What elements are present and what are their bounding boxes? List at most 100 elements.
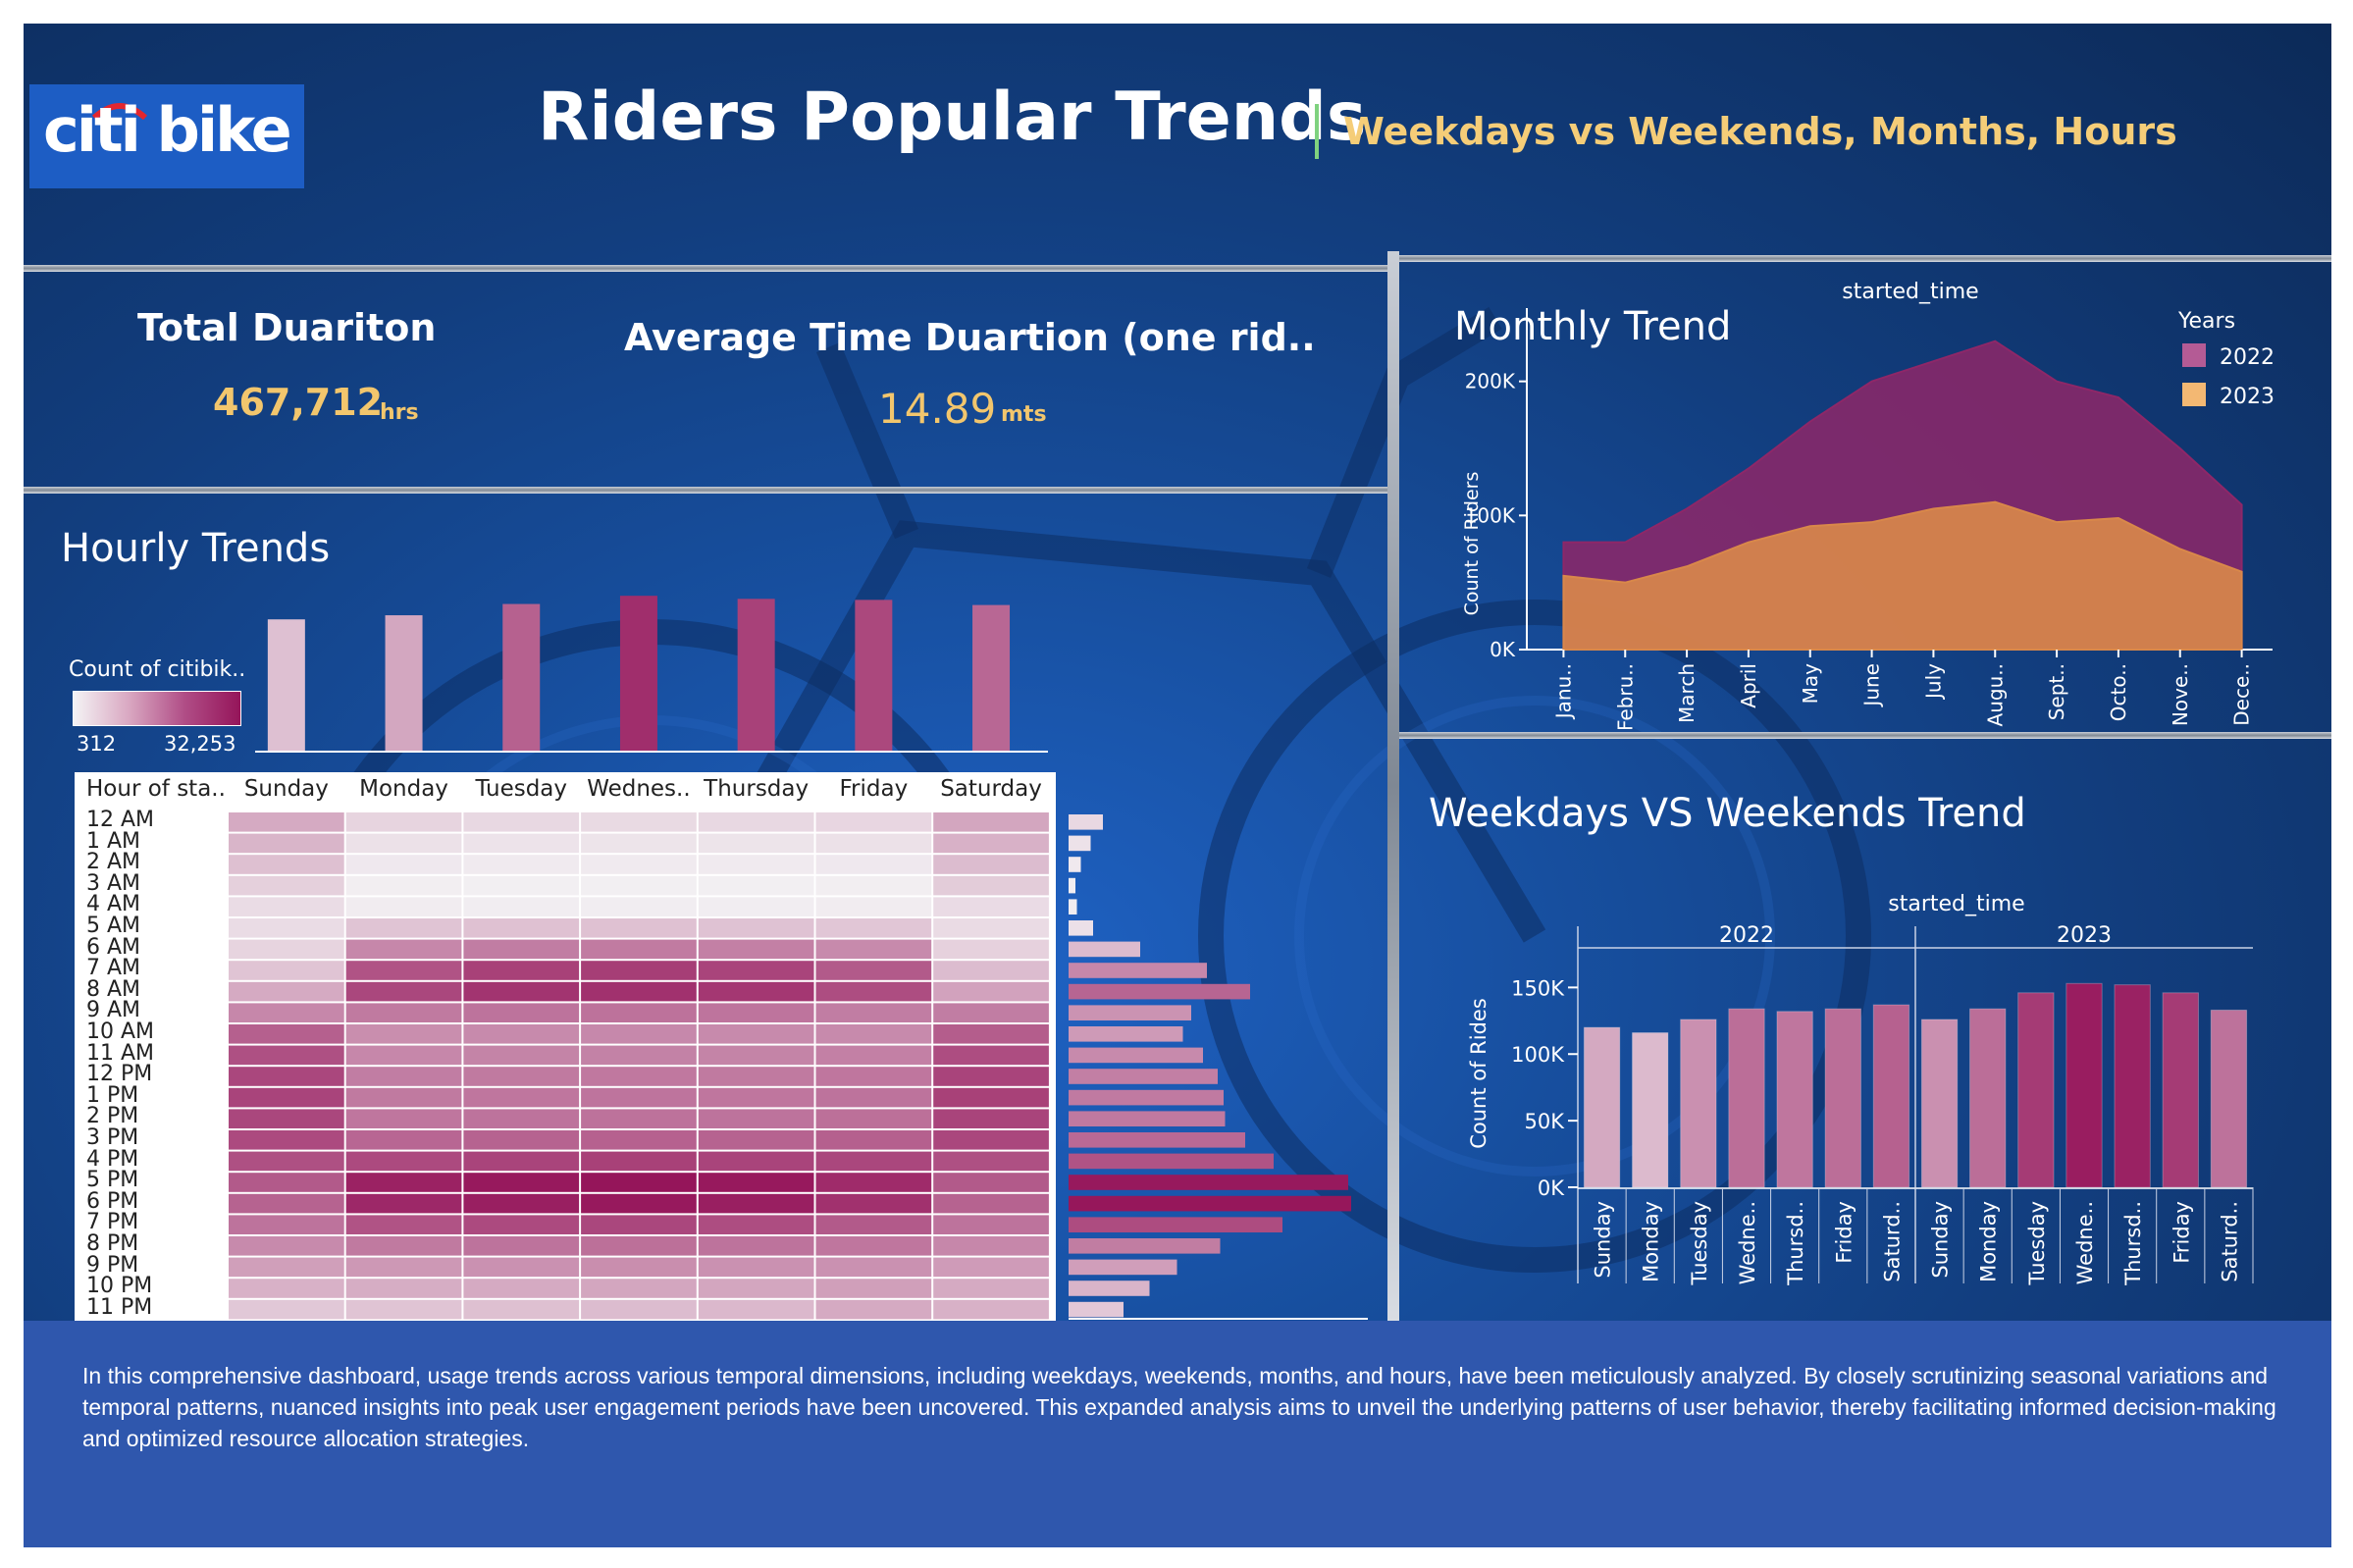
day-total-bar [972, 604, 1011, 751]
heatmap-cells [229, 812, 1049, 1320]
heatmap-cell [463, 833, 580, 854]
weekday-x-tick-label: Friday [1832, 1201, 1856, 1264]
divider-top-right [1399, 255, 2331, 262]
weekday-group-label-2023: 2023 [2057, 923, 2112, 948]
dashboard: citi bike Riders Popular Trends Weekdays… [24, 24, 2331, 1547]
heatmap-hour-label: 11 AM [86, 1040, 155, 1066]
heatmap-cell [229, 1109, 344, 1128]
hourly-trends-title: Hourly Trends [61, 526, 331, 571]
heatmap-cell [463, 1045, 580, 1066]
heatmap-cell [933, 1024, 1049, 1044]
weekday-bar [1824, 1008, 1861, 1188]
heatmap-cell [229, 1087, 344, 1108]
heatmap-cell [815, 939, 932, 960]
heatmap-cell [229, 1193, 344, 1214]
heatmap-cell [581, 812, 697, 832]
heatmap-cell [815, 1173, 932, 1192]
heatmap-cell [345, 1193, 462, 1214]
monthly-legend-label-2023: 2023 [2220, 385, 2275, 409]
day-total-bar [619, 596, 657, 751]
heatmap-cell [933, 1130, 1049, 1150]
hourly-marginal-bars [255, 596, 1368, 1320]
monthly-y-tick-label: 100K [1465, 503, 1516, 527]
heatmap-cell [581, 1024, 697, 1044]
hourly-legend-max: 32,253 [164, 732, 236, 756]
heatmap-cell [345, 981, 462, 1002]
heatmap-cell [698, 1151, 814, 1172]
heatmap-cell [581, 981, 697, 1002]
heatmap-hour-label: 4 AM [86, 892, 141, 917]
heatmap-cell [581, 1299, 697, 1320]
heatmap-cell [229, 1003, 344, 1022]
divider-vertical [1387, 251, 1399, 1321]
heatmap-cell [815, 897, 932, 916]
heatmap-hour-label: 4 PM [86, 1146, 139, 1172]
heatmap-cell [463, 1236, 580, 1256]
heatmap-cell [698, 1299, 814, 1320]
heatmap-cell [933, 1215, 1049, 1234]
weekday-bar [2065, 982, 2103, 1188]
hour-total-bar [1069, 1005, 1191, 1020]
day-total-bar [267, 619, 305, 751]
monthly-trend-chart: started_time Count of Riders 0K 100K 200K Jan… [1461, 280, 2275, 730]
heatmap-cell [815, 1236, 932, 1256]
hour-total-bar [1069, 1047, 1203, 1064]
page-title: Riders Popular Trends [538, 78, 1367, 156]
heatmap-hour-label: 8 PM [86, 1231, 139, 1256]
heatmap-hour-label: 2 AM [86, 850, 141, 875]
weekday-x-tick-label: Tuesday [1688, 1201, 1711, 1285]
heatmap-cell [463, 812, 580, 832]
heatmap-cell [698, 1109, 814, 1128]
heatmap-cell [345, 1067, 462, 1086]
hour-total-bar [1069, 1238, 1221, 1254]
hour-total-bar [1069, 941, 1140, 958]
heatmap-row-header: Hour of sta.. [86, 776, 226, 802]
hour-total-bar [1069, 983, 1250, 1000]
weekday-bar [2017, 992, 2055, 1188]
heatmap-cell [815, 1151, 932, 1172]
heatmap-day-header: Monday [359, 776, 448, 802]
weekday-bar [1776, 1011, 1813, 1188]
heatmap-cell [815, 1109, 932, 1128]
heatmap-cell [345, 1045, 462, 1066]
heatmap-day-header: Tuesday [475, 776, 568, 802]
weekday-x-tick-label: Tuesday [2025, 1201, 2049, 1285]
heatmap-cell [698, 1236, 814, 1256]
heatmap-cell [933, 1003, 1049, 1022]
heatmap-cell [463, 1003, 580, 1022]
heatmap-cell [345, 1109, 462, 1128]
heatmap-hour-label: 7 AM [86, 956, 141, 981]
hour-total-bar [1069, 1089, 1224, 1106]
heatmap-cell [815, 961, 932, 980]
heatmap-hour-label: 12 AM [86, 808, 155, 832]
heatmap-cell [345, 1236, 462, 1256]
weekday-y-tick-label: 150K [1511, 976, 1565, 1000]
kpi-total-duration-value: 467,712 [213, 381, 384, 424]
weekday-chart-header: started_time [1888, 892, 2024, 916]
heatmap-cell [229, 939, 344, 960]
heatmap-hour-label: 5 AM [86, 914, 141, 938]
heatmap-hour-label: 3 AM [86, 870, 141, 896]
monthly-x-tick-label: Janu.. [1551, 663, 1575, 720]
heatmap-cell [698, 812, 814, 832]
hour-total-bar [1069, 1175, 1348, 1190]
heatmap-cell [463, 939, 580, 960]
kpi-average-duration-unit: mts [1001, 402, 1047, 427]
heatmap-cell [581, 939, 697, 960]
heatmap-cell [229, 1215, 344, 1234]
heatmap-cell [345, 1299, 462, 1320]
heatmap-cell [463, 875, 580, 896]
heatmap-cell [345, 855, 462, 874]
heatmap-cell [463, 1193, 580, 1214]
heatmap-cell [933, 812, 1049, 832]
heatmap-cell [815, 1003, 932, 1022]
weekday-y-axis-label: Count of Rides [1467, 998, 1490, 1149]
heatmap-day-header: Saturday [940, 776, 1042, 802]
heatmap-cell [229, 1299, 344, 1320]
heatmap-cell [698, 833, 814, 854]
heatmap-cell [933, 833, 1049, 854]
heatmap-cell [345, 1087, 462, 1108]
weekday-bar [1632, 1032, 1669, 1188]
heatmap-cell [698, 1045, 814, 1066]
heatmap-cell [581, 1045, 697, 1066]
